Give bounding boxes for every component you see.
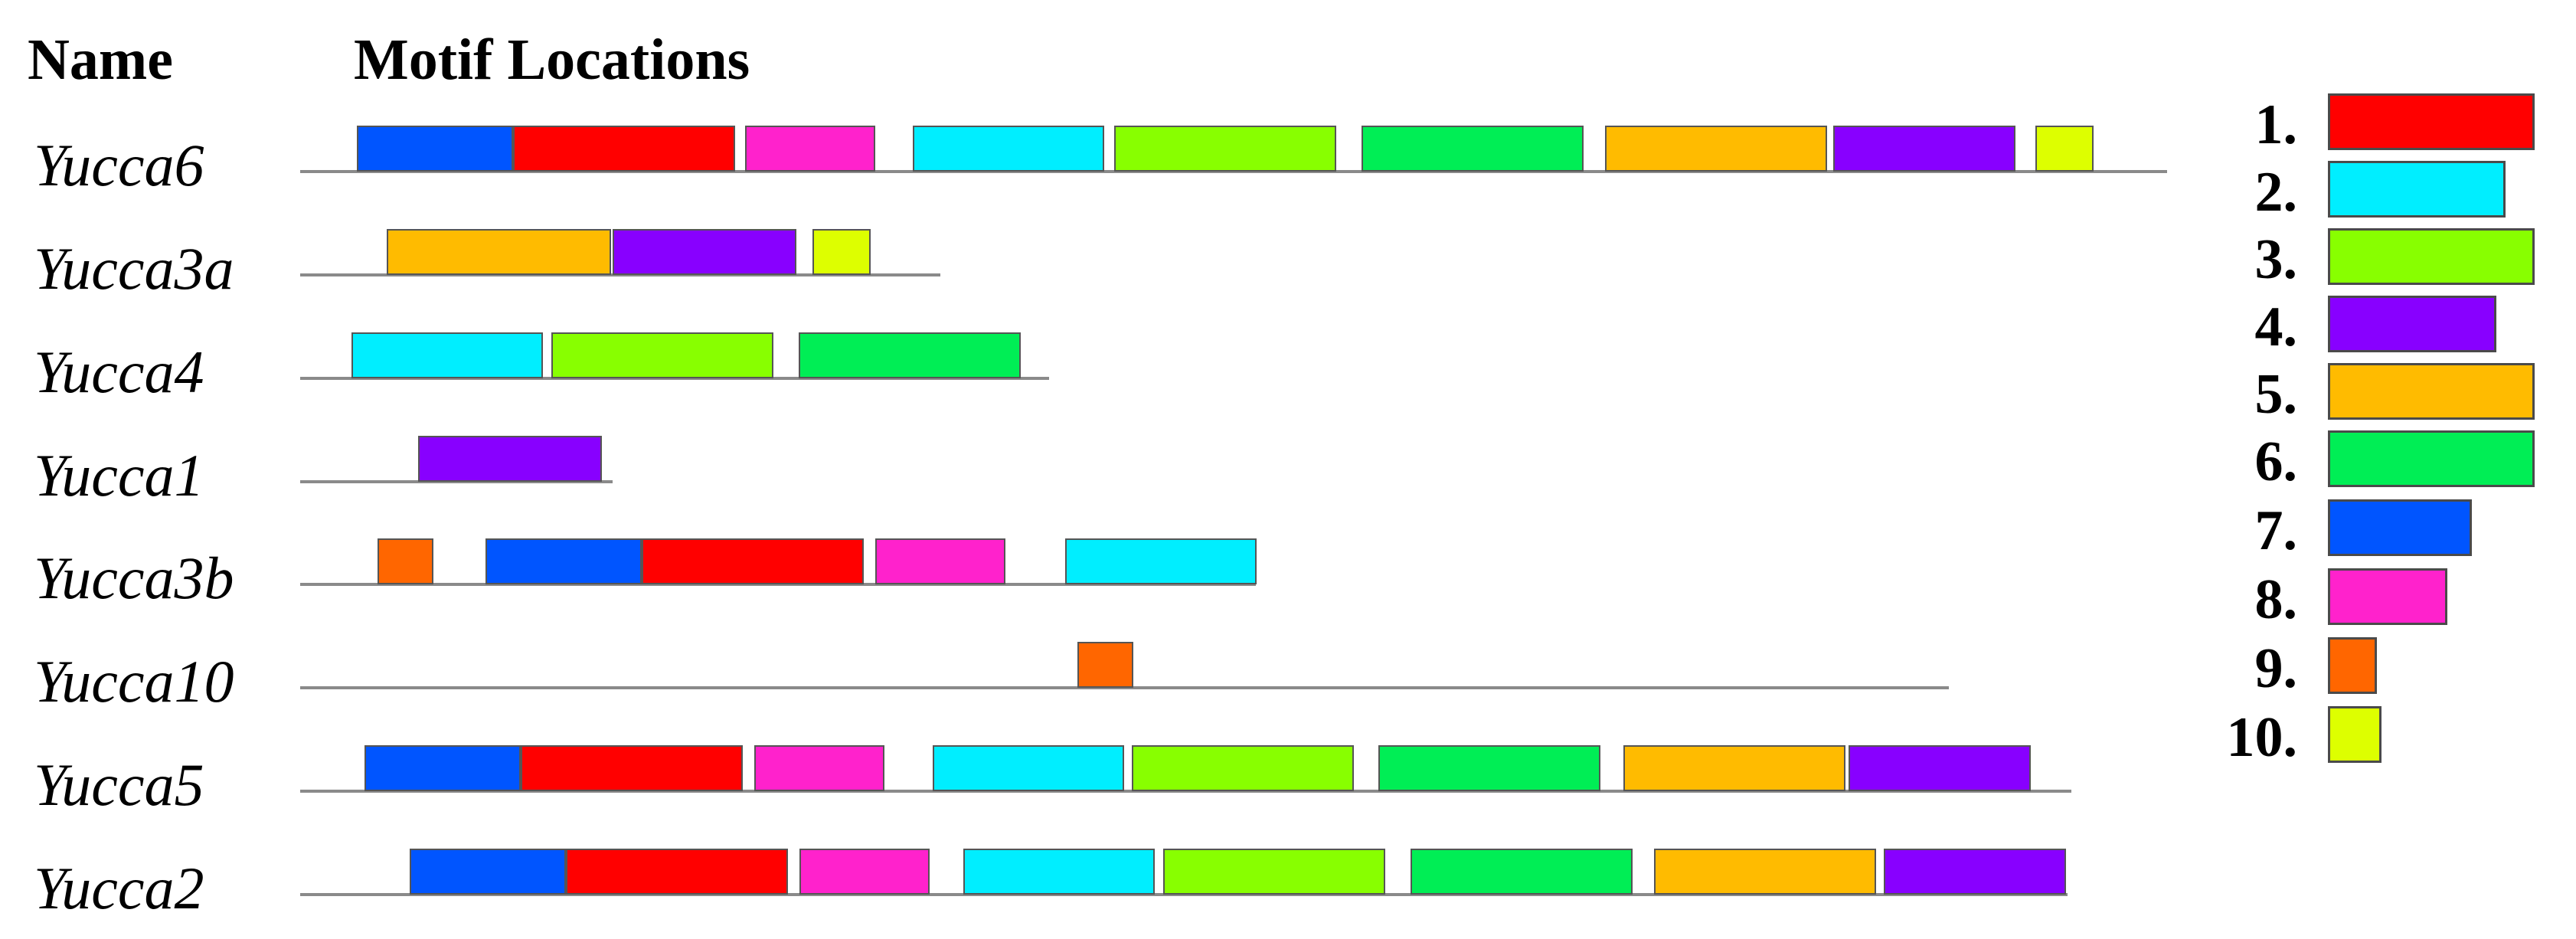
legend-number: 7. xyxy=(2254,499,2298,562)
gene-track-line xyxy=(300,170,2167,173)
legend-swatch-4 xyxy=(2328,296,2496,352)
legend-number: 6. xyxy=(2254,430,2298,493)
legend-swatch-5 xyxy=(2328,363,2535,420)
motif-1-box xyxy=(513,126,735,172)
gene-track-line xyxy=(300,790,2071,793)
motif-4-box xyxy=(1849,745,2031,791)
motif-6-box xyxy=(1362,126,1584,172)
gene-label: Yucca3b xyxy=(34,545,234,611)
gene-track-line xyxy=(300,273,940,276)
motif-7-box xyxy=(357,126,513,172)
legend-swatch-2 xyxy=(2328,161,2506,218)
motif-5-box xyxy=(1623,745,1845,791)
motif-7-box xyxy=(364,745,521,791)
motif-8-box xyxy=(799,849,930,895)
motif-9-box xyxy=(1077,642,1133,688)
legend-number: 8. xyxy=(2254,568,2298,631)
motif-7-box xyxy=(410,849,566,895)
legend-number: 4. xyxy=(2254,296,2298,358)
motif-1-box xyxy=(521,745,743,791)
motif-4-box xyxy=(613,229,796,275)
motif-8-box xyxy=(745,126,875,172)
gene-track-line xyxy=(300,893,2068,896)
motif-3-box xyxy=(1163,849,1385,895)
motif-2-box xyxy=(933,745,1124,791)
motif-8-box xyxy=(875,538,1005,584)
motif-1-box xyxy=(642,538,864,584)
motif-1-box xyxy=(566,849,788,895)
motif-7-box xyxy=(485,538,642,584)
legend-number: 5. xyxy=(2254,363,2298,426)
gene-label: Yucca5 xyxy=(34,751,204,818)
legend-swatch-9 xyxy=(2328,637,2377,694)
legend-number: 1. xyxy=(2254,93,2298,156)
motif-2-box xyxy=(1065,538,1257,584)
gene-track-line xyxy=(300,480,613,483)
motif-4-box xyxy=(418,436,602,482)
motif-2-box xyxy=(913,126,1104,172)
gene-label: Yucca10 xyxy=(34,648,234,715)
motif-2-box xyxy=(963,849,1155,895)
motif-3-box xyxy=(551,332,773,378)
legend-swatch-6 xyxy=(2328,430,2535,487)
motif-5-box xyxy=(1654,849,1876,895)
legend-number: 2. xyxy=(2254,161,2298,224)
gene-track-line xyxy=(300,377,1049,380)
legend-swatch-8 xyxy=(2328,568,2447,625)
gene-label: Yucca6 xyxy=(34,132,204,198)
motif-locations-header: Motif Locations xyxy=(354,28,750,92)
motif-6-box xyxy=(799,332,1021,378)
motif-3-box xyxy=(1132,745,1354,791)
motif-6-box xyxy=(1411,849,1633,895)
motif-8-box xyxy=(754,745,884,791)
name-column-header: Name xyxy=(28,28,173,92)
gene-label: Yucca4 xyxy=(34,339,204,405)
motif-10-box xyxy=(812,229,871,275)
gene-label: Yucca3a xyxy=(34,235,234,302)
legend-swatch-10 xyxy=(2328,706,2381,763)
motif-2-box xyxy=(351,332,543,378)
motif-4-box xyxy=(1833,126,2015,172)
motif-9-box xyxy=(378,538,433,584)
legend-swatch-3 xyxy=(2328,228,2535,285)
legend-swatch-7 xyxy=(2328,499,2472,556)
gene-label: Yucca1 xyxy=(34,442,204,509)
motif-6-box xyxy=(1378,745,1600,791)
motif-10-box xyxy=(2035,126,2094,172)
legend-number: 9. xyxy=(2254,637,2298,700)
motif-4-box xyxy=(1884,849,2066,895)
legend-number: 3. xyxy=(2254,228,2298,291)
legend-swatch-1 xyxy=(2328,93,2535,150)
gene-label: Yucca2 xyxy=(34,855,204,921)
legend-number: 10. xyxy=(2226,706,2298,769)
motif-3-box xyxy=(1114,126,1336,172)
motif-5-box xyxy=(1605,126,1827,172)
gene-track-line xyxy=(300,583,1256,586)
gene-track-line xyxy=(300,686,1949,689)
motif-5-box xyxy=(387,229,611,275)
